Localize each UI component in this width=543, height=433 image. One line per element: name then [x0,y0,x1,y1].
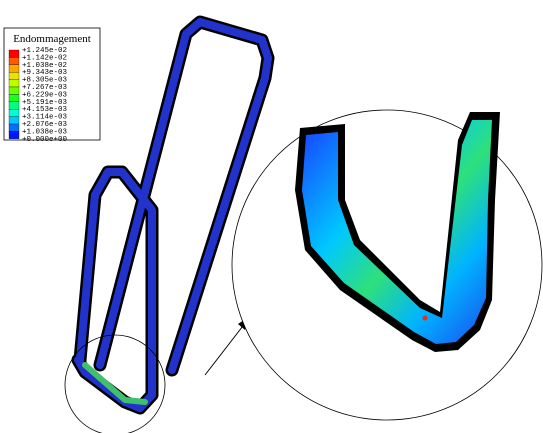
legend-swatch [9,124,19,131]
legend-label: +0.000e+00 [22,136,68,144]
legend-title: Endommagement [13,33,91,45]
legend-swatch [9,109,19,116]
legend-swatch [9,87,19,94]
max-damage-spot [423,316,428,321]
legend-swatch [9,117,19,124]
legend-swatch [9,94,19,101]
legend-swatch [9,131,19,138]
legend: +1.245e-02+1.142e-02+1.038e-02+9.343e-03… [9,47,68,144]
clip-model [78,22,268,408]
legend-swatch [9,80,19,87]
figure: Endommagement +1.245e-02+1.142e-02+1.038… [0,0,543,433]
legend-swatch [9,72,19,79]
legend-swatch [9,57,19,64]
arrow-line [205,322,246,375]
legend-swatch [9,65,19,72]
legend-swatch [9,102,19,109]
legend-swatch [9,50,19,57]
